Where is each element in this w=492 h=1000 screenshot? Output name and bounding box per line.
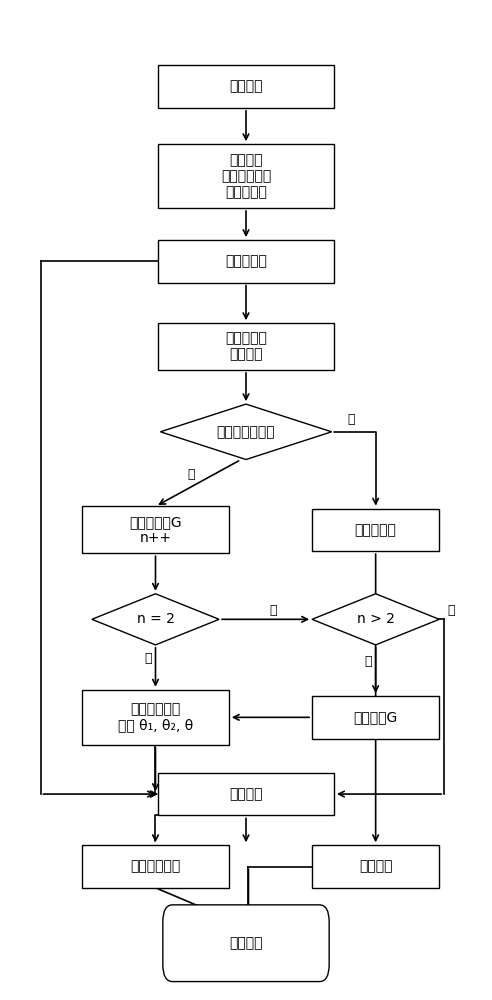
Text: 是: 是 — [365, 655, 372, 668]
Text: 排序筛选G: 排序筛选G — [354, 710, 398, 724]
FancyBboxPatch shape — [158, 323, 334, 370]
FancyBboxPatch shape — [312, 509, 439, 551]
Text: 旋转校正: 旋转校正 — [229, 787, 263, 801]
Text: n = 2: n = 2 — [137, 612, 175, 626]
Polygon shape — [312, 594, 439, 645]
Text: 是: 是 — [145, 652, 152, 665]
Polygon shape — [92, 594, 219, 645]
FancyBboxPatch shape — [82, 845, 229, 888]
Polygon shape — [160, 404, 332, 460]
Text: 否: 否 — [347, 413, 355, 426]
FancyBboxPatch shape — [163, 905, 329, 982]
FancyBboxPatch shape — [158, 240, 334, 283]
Text: 灰度图像
进行边缘检测
形态学处理: 灰度图像 进行边缘检测 形态学处理 — [221, 153, 271, 199]
Text: 分割有效区域: 分割有效区域 — [130, 860, 181, 874]
Text: 输出结果: 输出结果 — [229, 936, 263, 950]
Text: 是否筛选通过？: 是否筛选通过？ — [216, 425, 276, 439]
Text: 最小矩形拟合
计算 θ₁, θ₂, θ: 最小矩形拟合 计算 θ₁, θ₂, θ — [118, 702, 193, 732]
FancyBboxPatch shape — [82, 690, 229, 745]
Text: 是: 是 — [187, 468, 195, 481]
FancyBboxPatch shape — [82, 506, 229, 553]
FancyBboxPatch shape — [158, 144, 334, 208]
Text: 连通域检测
矩形拟合: 连通域检测 矩形拟合 — [225, 331, 267, 362]
Text: 候选连通域G
n++: 候选连通域G n++ — [129, 515, 182, 545]
Text: 否: 否 — [448, 604, 455, 617]
FancyBboxPatch shape — [158, 65, 334, 108]
Text: 分割错误: 分割错误 — [359, 860, 393, 874]
Text: 彩色图像: 彩色图像 — [229, 80, 263, 94]
Text: 二值化图像: 二值化图像 — [225, 254, 267, 268]
FancyBboxPatch shape — [312, 845, 439, 888]
FancyBboxPatch shape — [312, 696, 439, 739]
Text: n > 2: n > 2 — [357, 612, 395, 626]
FancyBboxPatch shape — [158, 773, 334, 815]
Text: 剔除连通域: 剔除连通域 — [355, 523, 397, 537]
Text: 否: 否 — [269, 604, 277, 617]
